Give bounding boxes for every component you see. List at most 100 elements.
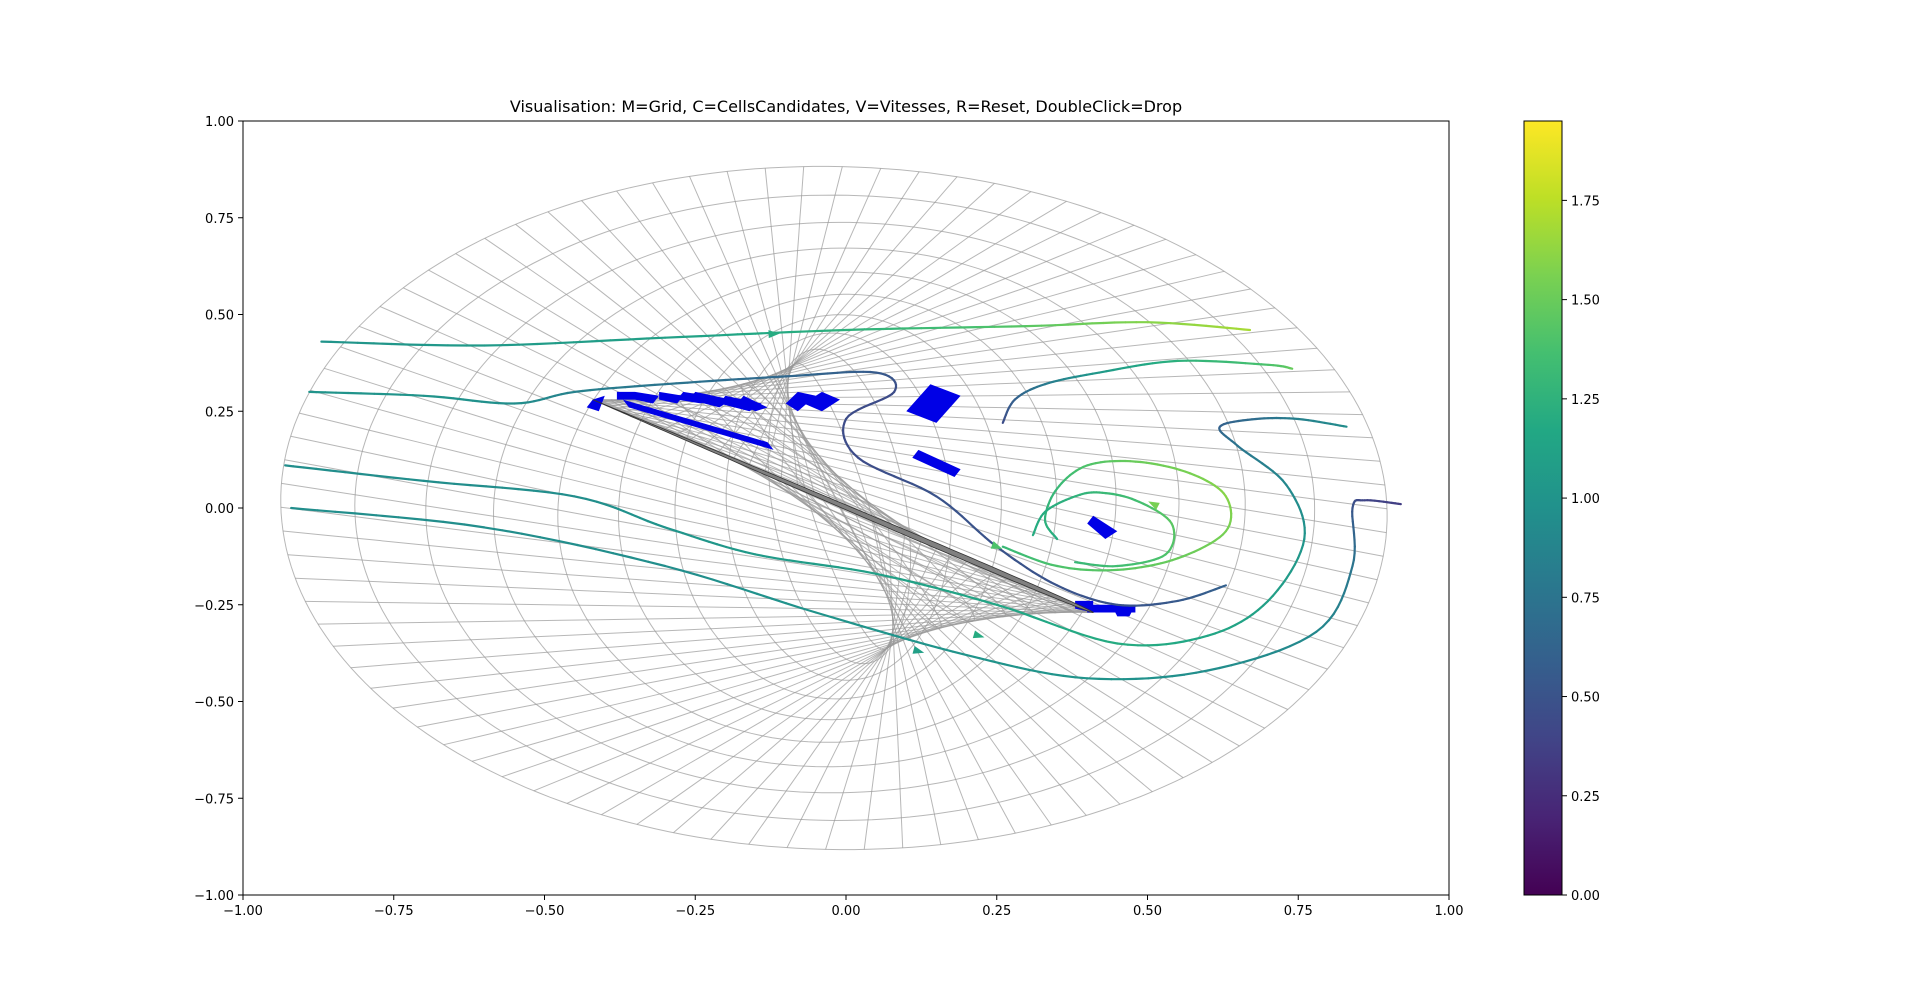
- streamline-segment: [1234, 361, 1247, 365]
- streamline-segment: [1031, 557, 1040, 562]
- streamline-segment: [761, 375, 776, 379]
- streamline-segment: [1289, 563, 1297, 573]
- y-tick-label: −0.50: [194, 696, 234, 711]
- streamline-segment: [1195, 669, 1209, 674]
- streamline-segment: [532, 489, 550, 494]
- streamline-segment: [850, 568, 866, 573]
- streamline-segment: [462, 398, 474, 402]
- candidate-cell: [659, 391, 684, 404]
- streamline-segment: [844, 328, 866, 332]
- streamline-segment: [1205, 324, 1219, 328]
- streamline-segment: [1230, 660, 1245, 667]
- streamline-segment: [1135, 363, 1146, 367]
- streamline-segment: [724, 378, 740, 382]
- streamline-segment: [884, 471, 896, 478]
- streamline-segment: [581, 389, 592, 393]
- mesh-ring: [725, 332, 952, 681]
- streamline-segment: [292, 465, 305, 469]
- streamline-segment: [966, 520, 975, 529]
- streamline-segment: [560, 493, 576, 498]
- streamline-segment: [501, 486, 520, 491]
- x-tick-label: −0.25: [675, 904, 715, 919]
- streamline-segment: [1206, 632, 1217, 637]
- streamline-segment: [629, 556, 650, 563]
- streamline-segment: [690, 534, 701, 540]
- streamline-segment: [1198, 634, 1209, 639]
- streamline-segment: [372, 342, 393, 346]
- streamline-segment: [816, 372, 829, 376]
- streamline-segment: [566, 390, 576, 395]
- streamline-segment: [1340, 591, 1346, 602]
- streamline-segment: [1057, 625, 1073, 633]
- streamline-segment: [954, 509, 964, 518]
- streamline-segment: [674, 381, 689, 385]
- streamline-segment: [1086, 677, 1101, 681]
- streamline-segment: [1134, 677, 1150, 681]
- streamline-segment: [765, 555, 779, 560]
- streamline-segment: [682, 335, 703, 338]
- streamline-segment: [442, 396, 455, 400]
- streamline-segment: [770, 597, 788, 605]
- streamline-segment: [1256, 604, 1265, 612]
- streamline-segment: [1091, 371, 1101, 375]
- mesh-radial-line: [710, 557, 971, 840]
- colorbar-tick-label: 1.75: [1571, 194, 1600, 209]
- streamline-segment: [911, 580, 926, 587]
- candidate-cell: [616, 391, 635, 400]
- streamline-segment: [520, 532, 542, 539]
- streamline-segment: [1024, 554, 1034, 560]
- x-tick-label: 0.50: [1133, 904, 1162, 919]
- streamline-segment: [453, 482, 472, 487]
- streamline-segment: [397, 516, 423, 521]
- plot-area[interactable]: [280, 165, 1402, 851]
- y-tick-label: 0.25: [205, 405, 234, 420]
- streamline-segment: [1260, 462, 1269, 469]
- streamline-segment: [755, 592, 773, 600]
- streamline-segment: [1298, 635, 1310, 643]
- streamline-segment: [1062, 674, 1077, 679]
- streamline-segment: [624, 385, 636, 389]
- colorbar-tick-label: 0.75: [1571, 591, 1600, 606]
- mesh-ring: [354, 194, 1316, 822]
- streamline-segment: [572, 340, 594, 344]
- streamline-segment: [1074, 676, 1089, 680]
- streamline-segment: [937, 646, 954, 653]
- streamline-segment: [1342, 425, 1348, 428]
- streamline-segment: [1242, 657, 1257, 664]
- airfoil-shape: [592, 399, 1094, 613]
- streamline-segment: [784, 374, 798, 378]
- streamline-segment: [971, 596, 986, 603]
- streamline-segment: [627, 337, 649, 341]
- streamline-segment: [788, 559, 803, 564]
- streamline-segment: [741, 587, 759, 595]
- streamline-segment: [1193, 323, 1208, 327]
- mesh-ring: [651, 397, 1034, 615]
- streamline-segment: [645, 336, 667, 340]
- streamline-segment: [1252, 362, 1263, 366]
- streamline-segment: [1262, 599, 1270, 607]
- streamline-segment: [1055, 536, 1059, 541]
- streamline-segment: [1126, 643, 1140, 647]
- streamline-segment: [1206, 666, 1221, 672]
- streamline-segment: [375, 474, 395, 479]
- streamline-segment: [1098, 370, 1108, 374]
- streamline-segment: [922, 642, 940, 649]
- mesh-ring: [772, 374, 911, 638]
- streamline-segment: [978, 530, 987, 539]
- streamline-segment: [489, 401, 500, 405]
- candidate-cells: [586, 384, 1136, 617]
- mesh-ring: [787, 362, 894, 650]
- streamline-segment: [1307, 630, 1318, 639]
- streamline-segment: [1157, 321, 1172, 325]
- streamline-segment: [711, 578, 729, 586]
- streamline-segment: [1031, 532, 1035, 537]
- streamline-segment: [392, 476, 410, 481]
- streamline-segment: [630, 513, 642, 520]
- streamline-segment: [1151, 361, 1162, 365]
- streamline-segment: [1182, 638, 1194, 643]
- streamline-segment: [1159, 674, 1174, 679]
- streamline-segment: [776, 557, 791, 562]
- streamline-segment: [948, 504, 958, 513]
- streamline-segment: [1345, 577, 1350, 588]
- streamline-segment: [1102, 321, 1116, 325]
